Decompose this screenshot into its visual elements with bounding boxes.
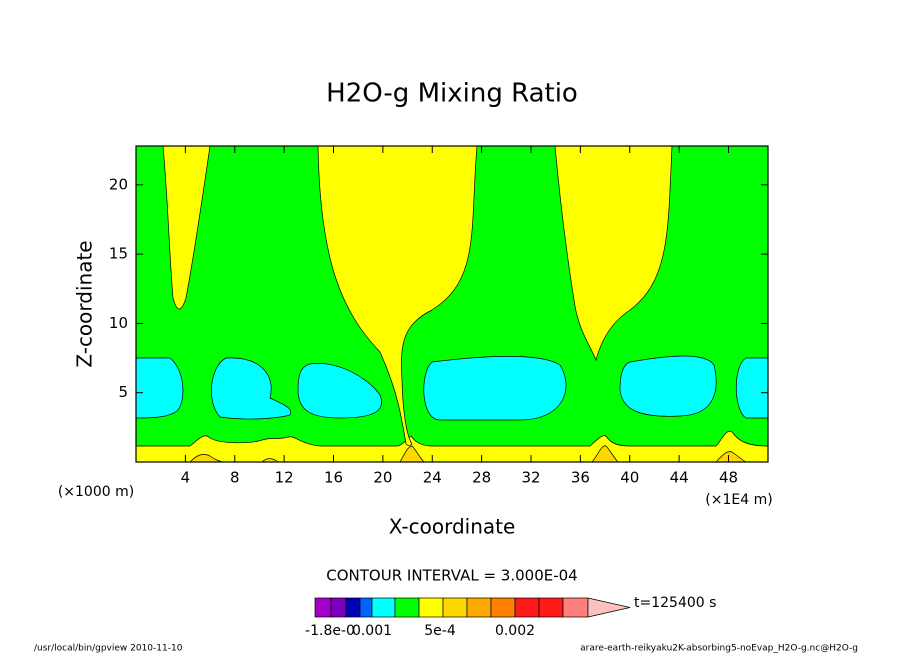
contour-region [317,145,478,446]
colorbar-segment [359,597,373,618]
y-tick-label: 10 [109,314,128,332]
y-tick-label: 5 [118,383,128,401]
x-tick-label: 28 [472,469,491,487]
colorbar-segment [490,597,516,618]
colorbar-segment [562,597,589,618]
x-tick-label: 24 [423,469,442,487]
contour-region [423,356,567,421]
colorbar-segment [394,597,420,618]
colorbar-segment [538,597,564,618]
colorbar-segment [514,597,540,618]
colorbar-label: 0.002 [495,623,535,639]
footer-left: /usr/local/bin/gpview 2010-11-10 [34,644,183,654]
colorbar-segment [314,597,332,618]
x-unit: (×1E4 m) [705,492,772,508]
contour-region [297,363,382,419]
colorbar-segment [371,597,396,618]
colorbar-segment [418,597,444,618]
contour-region [619,355,717,417]
colorbar-segment [345,597,361,618]
x-tick-label: 36 [571,469,590,487]
contour-region [189,445,747,463]
x-axis-label: X-coordinate [389,515,516,539]
contour-region [736,357,769,419]
x-tick-label: 48 [719,469,738,487]
contour-region [554,145,673,362]
y-tick-label: 15 [109,245,128,263]
contour-region [211,357,292,420]
time-label: t=125400 s [634,595,716,611]
x-tick-label: 8 [230,469,240,487]
colorbar-label: 0.001 [352,623,392,639]
chart-title: H2O-g Mixing Ratio [326,79,578,109]
footer-right: arare-earth-reikyaku2K-absorbing5-noEvap… [580,644,858,654]
x-tick-label: 12 [275,469,294,487]
x-tick-label: 20 [373,469,392,487]
colorbar-segment [442,597,468,618]
x-tick-label: 4 [181,469,191,487]
colorbar-label: -1.8e-0 [305,623,355,639]
x-tick-label: 44 [670,469,689,487]
y-unit: (×1000 m) [58,484,134,500]
plot-frame [135,145,769,463]
contour-interval: CONTOUR INTERVAL = 3.000E-04 [326,567,577,585]
x-tick-label: 40 [620,469,639,487]
colorbar: -1.8e-00.001 5e-4 0.002 [305,597,631,639]
contour-region [135,357,184,419]
colorbar-arrow [587,597,631,618]
colorbar-segment [466,597,492,618]
colorbar-segment [330,597,347,618]
y-tick-label: 20 [109,175,128,193]
x-tick-label: 32 [521,469,540,487]
x-tick-label: 16 [324,469,343,487]
contour-region [162,145,211,310]
plot-area [135,145,769,463]
y-axis-label: Z-coordinate [73,240,97,367]
colorbar-label: 5e-4 [424,623,456,639]
